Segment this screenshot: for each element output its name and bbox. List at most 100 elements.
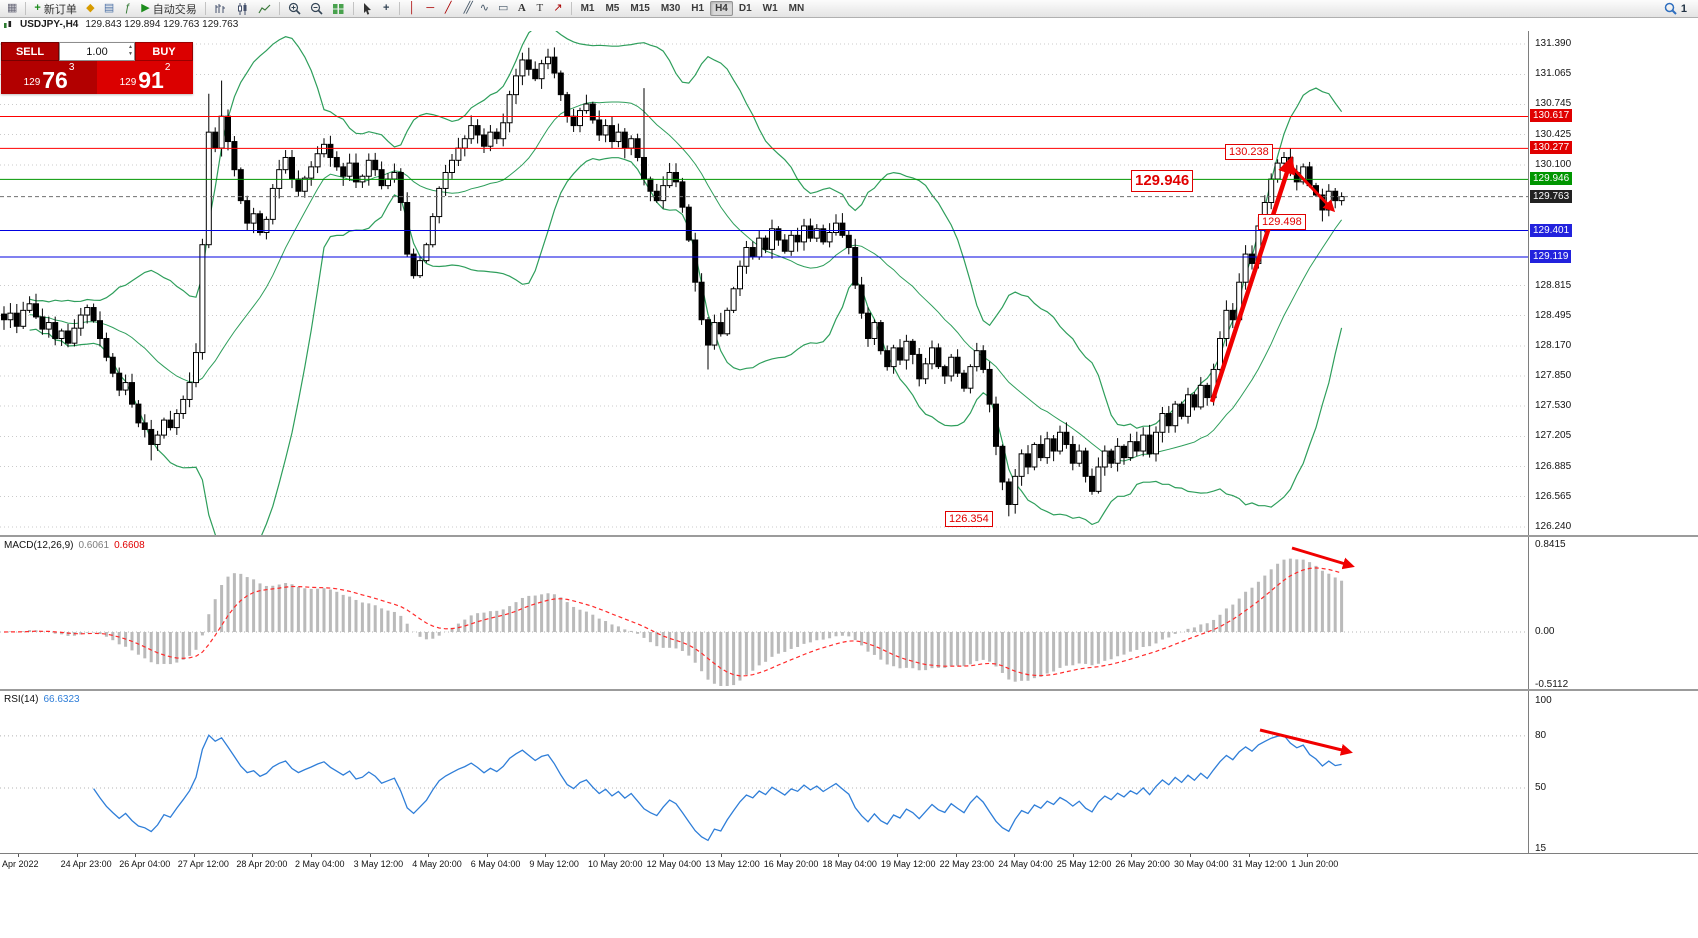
new-chart-icon[interactable]: ◆ xyxy=(86,2,95,14)
profiles-icon[interactable]: ▤ xyxy=(103,2,115,14)
time-axis-label: 9 May 12:00 xyxy=(529,859,579,869)
tf-button-h4[interactable]: H4 xyxy=(710,1,733,16)
time-axis-label: 28 Apr 20:00 xyxy=(236,859,288,869)
one-click-trading-panel: SELL 1.00 ▲ ▼ BUY 129 76 3 129 91 2 xyxy=(1,42,193,94)
time-axis-label: 24 Apr 23:00 xyxy=(60,859,112,869)
panel-separator[interactable] xyxy=(0,689,1698,691)
cursor-icon[interactable] xyxy=(358,1,377,17)
macd-histogram xyxy=(8,558,1344,686)
time-tick xyxy=(838,854,840,857)
price-callout[interactable]: 129.498 xyxy=(1258,214,1306,231)
label-icon[interactable]: T xyxy=(536,2,544,14)
zoom-out-icon[interactable] xyxy=(306,1,327,17)
buy-button[interactable]: BUY xyxy=(135,42,193,61)
play-icon: ▶ xyxy=(141,2,150,14)
sell-price-big: 76 xyxy=(42,67,68,94)
rsi-axis[interactable]: 100 80 50 15 xyxy=(1528,691,1698,853)
time-tick xyxy=(897,854,898,857)
window-count: 1 xyxy=(1680,2,1687,15)
buy-price-big: 91 xyxy=(138,67,164,94)
sell-price[interactable]: 129 76 3 xyxy=(1,61,97,94)
fibonacci-icon[interactable]: ∿ xyxy=(479,2,489,14)
price-callout[interactable]: 130.238 xyxy=(1225,144,1273,161)
time-axis-label: Apr 2022 xyxy=(2,859,39,869)
macd-panel[interactable]: MACD(12,26,9) 0.6061 0.6608 xyxy=(0,537,1528,689)
rsi-axis-label: 50 xyxy=(1535,782,1547,794)
rsi-axis-label: 15 xyxy=(1535,842,1547,853)
text-icon[interactable]: A xyxy=(517,2,526,14)
tile-windows-icon[interactable] xyxy=(328,1,349,17)
main-chart[interactable]: SELL 1.00 ▲ ▼ BUY 129 76 3 129 91 2 130.238 12… xyxy=(0,31,1528,535)
candles xyxy=(1,47,1345,517)
time-axis-label: 10 May 20:00 xyxy=(588,859,643,869)
tf-button-w1[interactable]: W1 xyxy=(762,3,778,14)
crosshair-icon[interactable]: + xyxy=(383,2,390,14)
trendline-icon[interactable]: ╱ xyxy=(444,2,452,14)
channel-icon[interactable]: ╱╱ xyxy=(463,2,473,14)
tf-button-d1[interactable]: D1 xyxy=(738,3,752,14)
macd-axis[interactable]: 0.8415 0.00 -0.5112 xyxy=(1528,537,1698,689)
new-order-button[interactable]: + 新订单 xyxy=(30,1,80,17)
vertical-line-icon[interactable]: │ xyxy=(408,2,416,14)
buy-price[interactable]: 129 91 2 xyxy=(97,61,193,94)
rsi-axis-label: 100 xyxy=(1535,695,1552,706)
bar-chart-icon[interactable] xyxy=(210,1,231,17)
shapes-icon[interactable]: ▭ xyxy=(497,2,509,14)
level-price-tag: 130.277 xyxy=(1530,141,1573,155)
price-axis-label: 126.565 xyxy=(1535,490,1572,502)
time-tick xyxy=(1014,854,1016,857)
price-axis-label: 127.205 xyxy=(1535,430,1572,442)
time-tick xyxy=(545,854,547,857)
time-axis-label: 19 May 12:00 xyxy=(881,859,936,869)
toolbar-separator xyxy=(25,2,27,15)
arrow-objects-icon[interactable]: ↗ xyxy=(553,2,563,14)
time-axis-label: 13 May 12:00 xyxy=(705,859,760,869)
panel-separator[interactable] xyxy=(0,535,1698,537)
macd-canvas[interactable] xyxy=(0,537,1528,689)
stepper-up-icon[interactable]: ▲ xyxy=(128,44,133,50)
sell-button[interactable]: SELL xyxy=(1,42,59,61)
price-callout[interactable]: 126.354 xyxy=(945,511,993,528)
time-tick xyxy=(779,854,781,857)
zoom-in-icon[interactable] xyxy=(284,1,305,17)
line-chart-icon[interactable] xyxy=(254,1,275,17)
time-tick xyxy=(193,854,195,857)
time-axis[interactable]: Apr 2022 24 Apr 23:00 26 Apr 04:00 27 Apr 1… xyxy=(0,853,1698,870)
price-callout[interactable]: 129.946 xyxy=(1131,170,1194,192)
price-chart-canvas[interactable] xyxy=(0,31,1528,535)
price-axis-label: 126.240 xyxy=(1535,521,1572,532)
time-axis-label: 12 May 04:00 xyxy=(646,859,702,869)
indicators-icon[interactable]: ƒ xyxy=(124,2,131,14)
stepper-down-icon[interactable]: ▼ xyxy=(128,51,133,57)
search-icon[interactable] xyxy=(1664,2,1677,15)
symbol-title[interactable]: USDJPY-,H4 xyxy=(20,19,79,30)
app-icon[interactable]: ▦ xyxy=(7,2,18,14)
trend-arrow xyxy=(1287,162,1336,213)
tf-button-m1[interactable]: M1 xyxy=(580,3,595,14)
auto-trading-label: 自动交易 xyxy=(152,3,197,16)
tf-button-mn[interactable]: MN xyxy=(788,3,805,14)
tf-button-m30[interactable]: M30 xyxy=(660,3,681,14)
volume-field[interactable]: 1.00 ▲ ▼ xyxy=(59,42,135,61)
auto-trading-button[interactable]: ▶ 自动交易 xyxy=(137,1,200,17)
tf-button-m5[interactable]: M5 xyxy=(605,3,620,14)
time-axis-label: 27 Apr 12:00 xyxy=(177,859,229,869)
time-axis-label: 26 Apr 04:00 xyxy=(119,859,171,869)
horizontal-line-icon[interactable]: ─ xyxy=(426,2,435,14)
time-tick xyxy=(1307,854,1309,857)
tf-button-m15[interactable]: M15 xyxy=(630,3,650,14)
time-axis-label: 24 May 04:00 xyxy=(998,859,1053,869)
price-axis-label: 126.885 xyxy=(1535,460,1572,472)
rsi-panel[interactable]: RSI(14) 66.6323 xyxy=(0,691,1528,853)
tf-button-h1[interactable]: H1 xyxy=(691,3,705,14)
price-axis-label: 128.170 xyxy=(1535,339,1572,351)
macd-axis-label: -0.5112 xyxy=(1535,678,1569,689)
rsi-canvas[interactable] xyxy=(0,691,1528,853)
time-axis-label: 22 May 23:00 xyxy=(939,859,995,869)
volume-value: 1.00 xyxy=(86,45,108,58)
trend-arrow xyxy=(1259,728,1353,756)
new-order-label: 新订单 xyxy=(43,3,77,16)
volume-stepper[interactable]: ▲ ▼ xyxy=(128,44,133,58)
candlestick-icon[interactable] xyxy=(232,1,253,17)
price-axis[interactable]: 131.390 131.065 130.745 130.425 130.100 128.8… xyxy=(1528,31,1698,535)
